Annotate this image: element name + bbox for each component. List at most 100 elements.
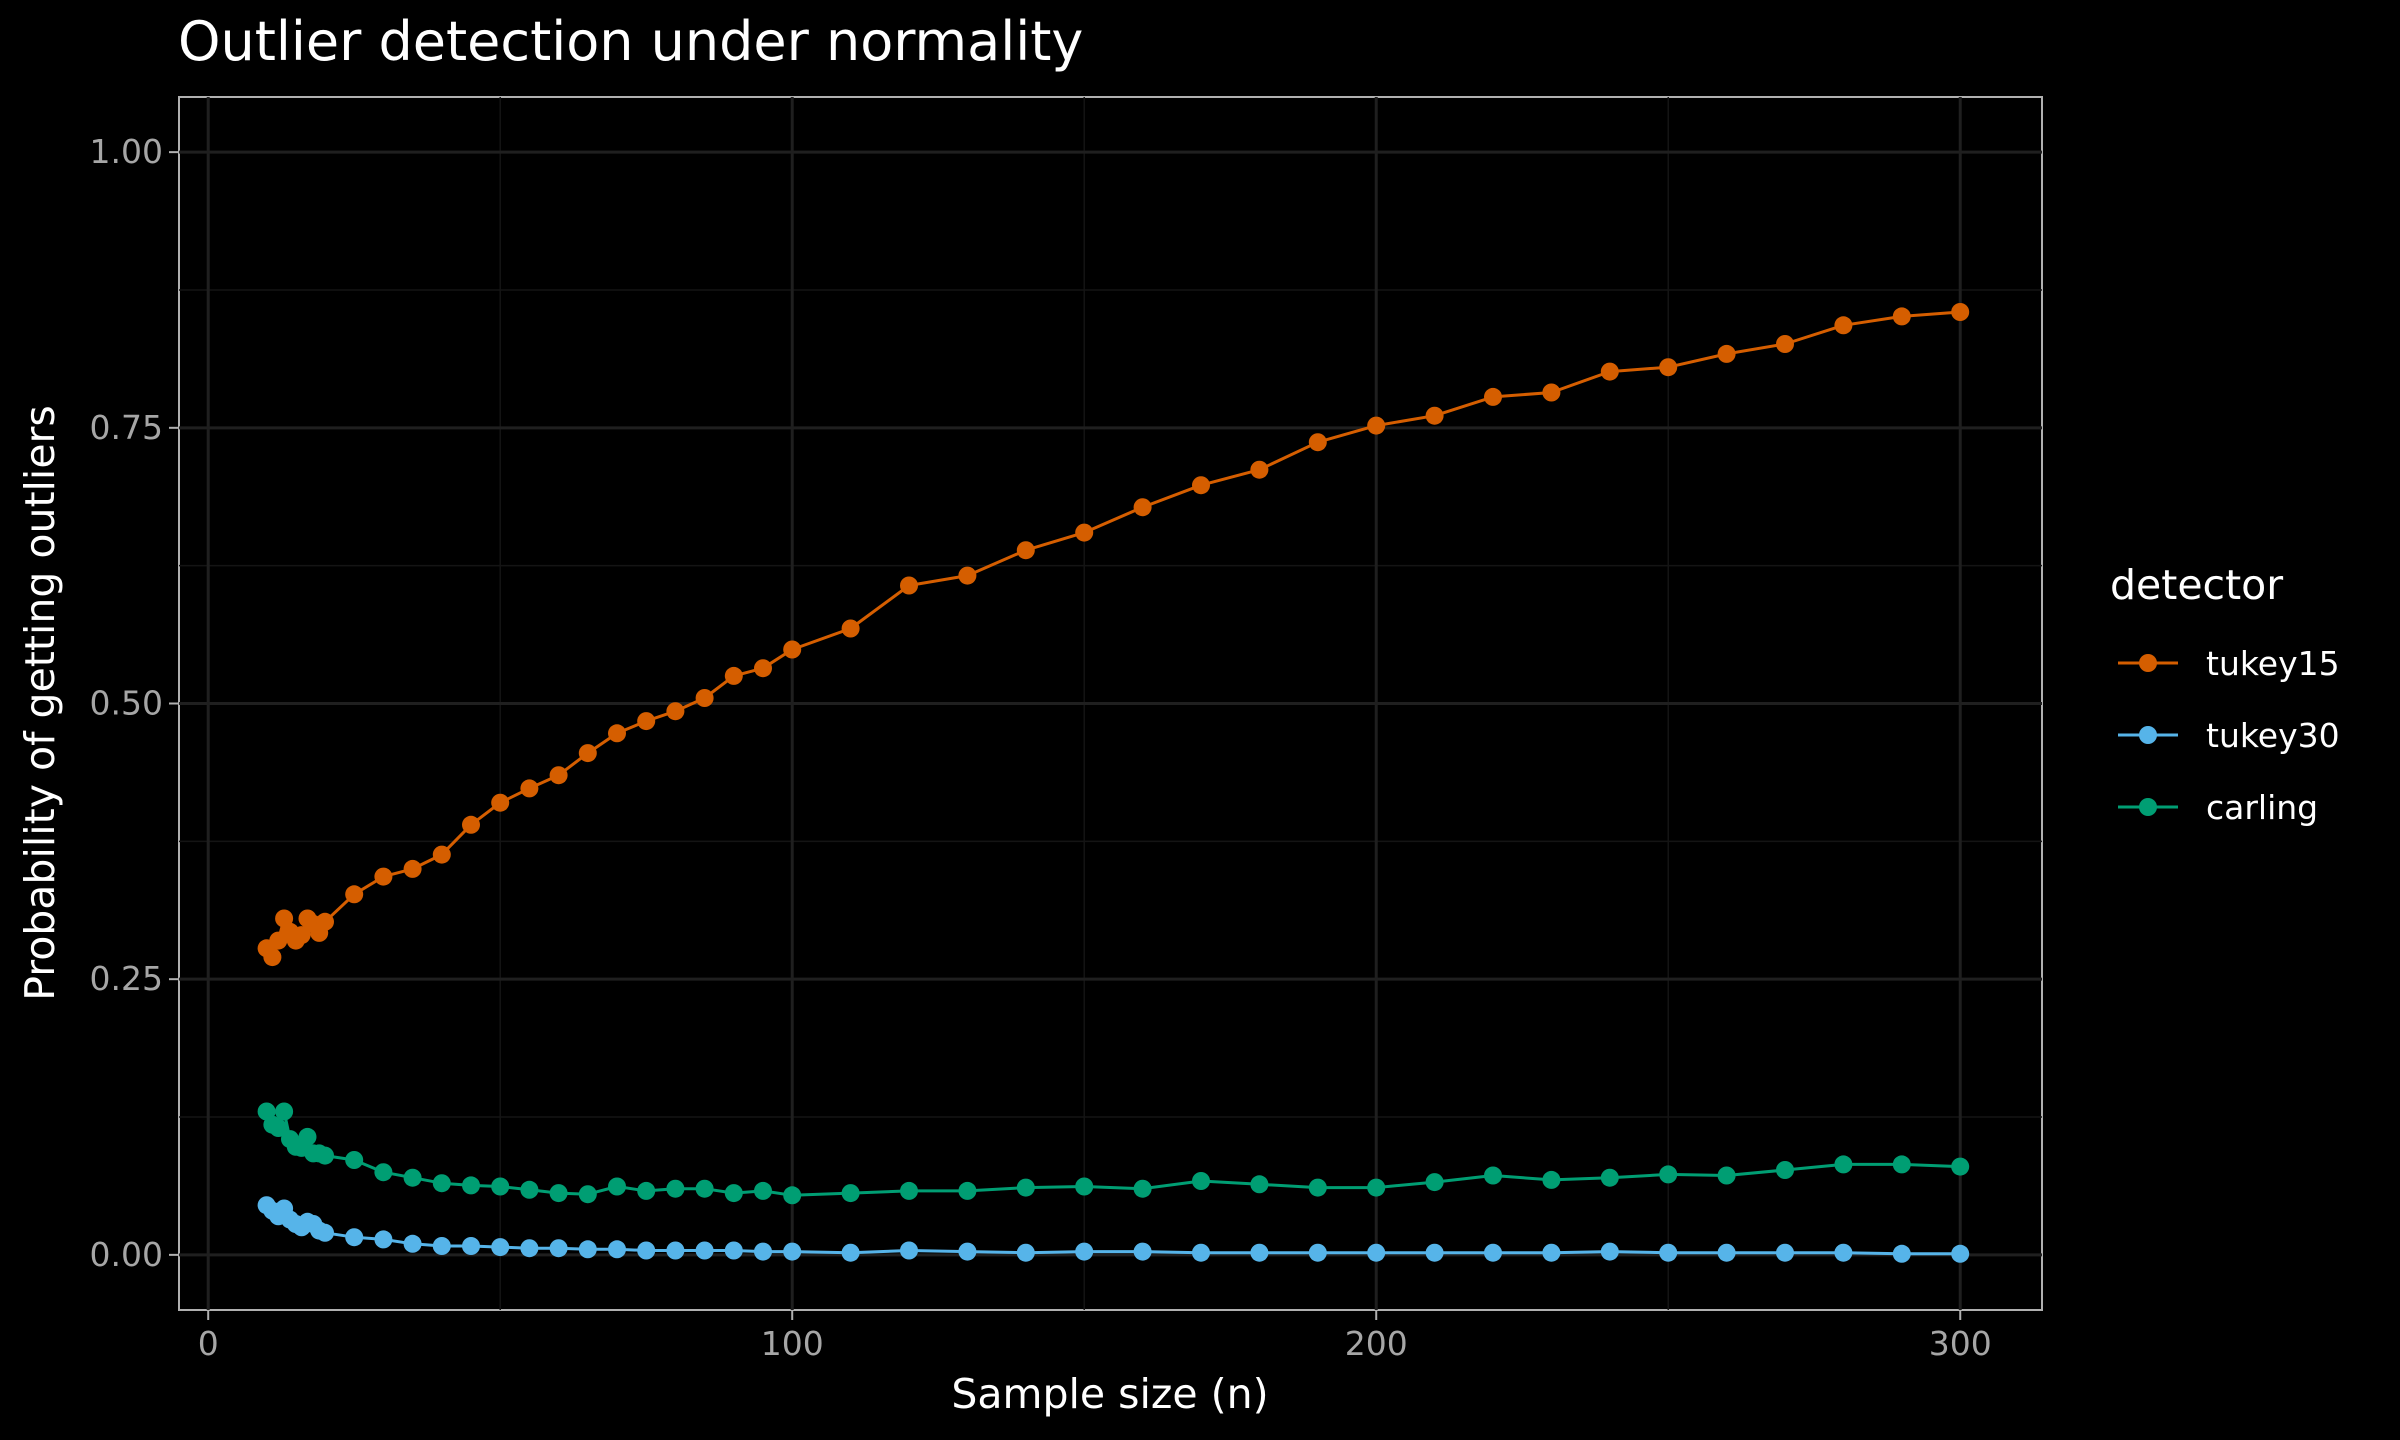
- data-point-tukey30: [520, 1239, 539, 1258]
- data-point-carling: [1308, 1178, 1327, 1197]
- data-point-carling: [269, 1119, 288, 1137]
- legend-label: carling: [2206, 788, 2318, 827]
- data-point-tukey30: [1016, 1243, 1035, 1262]
- data-point-tukey15: [724, 666, 743, 685]
- data-point-tukey15: [374, 867, 393, 886]
- data-point-tukey15: [1717, 344, 1736, 363]
- data-point-carling: [783, 1186, 802, 1205]
- data-point-tukey15: [432, 845, 451, 864]
- data-point-carling: [520, 1180, 539, 1199]
- data-point-carling: [432, 1174, 451, 1193]
- legend-label: tukey30: [2206, 716, 2340, 755]
- data-point-tukey30: [695, 1241, 714, 1260]
- x-tick-label: 300: [1929, 1324, 1992, 1363]
- data-point-carling: [1075, 1177, 1094, 1196]
- data-point-carling: [374, 1163, 393, 1182]
- data-point-tukey30: [1308, 1243, 1327, 1262]
- data-point-tukey30: [374, 1230, 393, 1249]
- data-point-tukey30: [578, 1240, 597, 1259]
- data-point-tukey30: [637, 1241, 656, 1260]
- data-point-tukey15: [1367, 416, 1386, 435]
- data-point-carling: [1542, 1170, 1561, 1189]
- data-point-tukey15: [491, 793, 510, 812]
- data-point-tukey15: [1425, 406, 1444, 425]
- data-point-tukey15: [520, 779, 539, 798]
- data-point-tukey15: [1075, 523, 1094, 542]
- data-point-carling: [841, 1184, 860, 1203]
- data-point-tukey30: [724, 1241, 743, 1260]
- y-tick-label: 0.00: [90, 1235, 163, 1274]
- data-point-carling: [275, 1102, 294, 1121]
- y-tick-label: 0.50: [90, 684, 163, 723]
- data-point-carling: [958, 1181, 977, 1200]
- y-tick-label: 0.75: [90, 408, 163, 447]
- data-point-tukey30: [783, 1242, 802, 1261]
- data-point-tukey30: [462, 1237, 480, 1255]
- data-point-tukey30: [1892, 1244, 1911, 1263]
- x-axis-label: Sample size (n): [951, 1370, 1268, 1418]
- data-point-tukey15: [1016, 541, 1035, 560]
- data-point-tukey15: [1133, 498, 1152, 517]
- series-carling: [257, 1102, 1970, 1205]
- data-point-tukey15: [403, 859, 422, 878]
- y-axis: 0.00 0.25 0.50 0.75 1.00: [90, 132, 179, 1274]
- data-point-tukey15: [1776, 335, 1794, 353]
- data-point-tukey15: [666, 702, 685, 721]
- data-point-tukey15: [578, 744, 597, 763]
- data-point-tukey30: [1250, 1243, 1269, 1262]
- data-point-carling: [345, 1151, 364, 1169]
- data-point-tukey15: [783, 640, 802, 659]
- data-point-tukey30: [1951, 1244, 1970, 1263]
- data-point-tukey15: [754, 659, 772, 678]
- data-point-carling: [637, 1181, 656, 1200]
- data-point-tukey30: [1834, 1243, 1853, 1262]
- data-point-carling: [1892, 1155, 1911, 1174]
- data-point-tukey30: [345, 1228, 364, 1247]
- data-point-tukey30: [841, 1243, 860, 1262]
- minor-grid: [179, 97, 2042, 1310]
- data-point-carling: [462, 1176, 480, 1195]
- data-point-tukey30: [1192, 1243, 1210, 1262]
- x-tick-label: 100: [761, 1324, 824, 1363]
- data-point-tukey15: [637, 712, 656, 731]
- data-point-carling: [1834, 1155, 1853, 1174]
- data-point-carling: [1659, 1165, 1678, 1184]
- data-point-tukey15: [695, 689, 714, 707]
- data-point-tukey15: [1250, 460, 1269, 479]
- data-point-tukey30: [1133, 1242, 1152, 1261]
- data-point-tukey30: [403, 1234, 422, 1253]
- data-point-tukey15: [608, 724, 626, 743]
- data-point-tukey15: [345, 885, 364, 904]
- x-tick-label: 200: [1345, 1324, 1408, 1363]
- series-group: [257, 303, 1970, 1263]
- data-point-tukey15: [1659, 358, 1678, 377]
- data-point-tukey15: [1892, 307, 1911, 326]
- x-axis: 0 100 200 300: [198, 1310, 1992, 1363]
- data-point-carling: [1776, 1161, 1794, 1179]
- data-point-tukey30: [608, 1240, 626, 1259]
- data-point-tukey30: [549, 1239, 568, 1258]
- data-point-carling: [1367, 1178, 1386, 1197]
- data-point-tukey15: [292, 926, 311, 945]
- legend-key-point: [2139, 654, 2157, 672]
- data-point-tukey15: [263, 948, 282, 967]
- data-point-tukey15: [1308, 433, 1327, 452]
- major-grid: [179, 97, 2042, 1310]
- data-point-carling: [298, 1127, 317, 1146]
- data-point-tukey30: [1484, 1243, 1502, 1262]
- data-point-tukey30: [754, 1242, 772, 1261]
- data-point-carling: [754, 1181, 772, 1200]
- data-point-carling: [900, 1181, 918, 1200]
- data-point-carling: [608, 1177, 626, 1196]
- series-tukey30: [257, 1196, 1970, 1263]
- data-point-tukey30: [958, 1242, 977, 1261]
- data-point-tukey15: [1484, 387, 1502, 406]
- legend-item-tukey15: tukey15: [2118, 644, 2340, 683]
- data-point-tukey30: [1367, 1243, 1386, 1262]
- data-point-tukey15: [1542, 383, 1561, 402]
- data-point-tukey15: [900, 576, 918, 595]
- data-point-tukey30: [900, 1241, 918, 1260]
- data-point-carling: [491, 1177, 510, 1196]
- data-point-tukey15: [841, 619, 860, 638]
